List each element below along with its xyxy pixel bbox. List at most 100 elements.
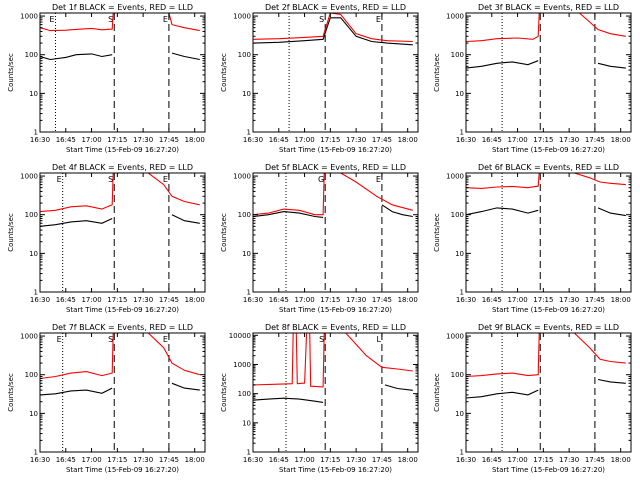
y-tick-label: 1000	[20, 13, 38, 21]
lld-series-line	[40, 333, 114, 380]
event-marker-label: L	[376, 335, 381, 344]
x-axis-label: Start Time (15-Feb-09 16:27:20)	[279, 146, 392, 154]
events-series-line	[466, 207, 539, 216]
lld-series-line	[40, 13, 114, 32]
lld-series-line	[573, 333, 626, 364]
events-series-line	[384, 384, 413, 391]
x-tick-label: 17:30	[133, 136, 153, 144]
x-tick-label: 17:15	[533, 456, 553, 464]
chart-title: Det 4f BLACK = Events, RED = LLD	[52, 163, 193, 172]
x-tick-label: 16:30	[456, 456, 476, 464]
x-tick-label: 16:45	[482, 456, 502, 464]
events-series-line	[597, 62, 626, 69]
plot-frame	[465, 332, 632, 453]
events-series-line	[171, 214, 200, 224]
y-tick-label: 1000	[446, 13, 464, 21]
x-axis-label: Start Time (15-Feb-09 16:27:20)	[66, 146, 179, 154]
events-series-line	[40, 218, 113, 227]
y-axis-label: Counts/sec	[433, 53, 441, 92]
plot-frame	[39, 332, 206, 453]
event-marker-label: G	[318, 175, 324, 184]
x-axis-label: Start Time (15-Feb-09 16:27:20)	[492, 146, 605, 154]
x-tick-label: 18:00	[185, 456, 205, 464]
x-tick-label: 17:45	[372, 296, 392, 304]
x-tick-label: 18:00	[398, 296, 418, 304]
x-tick-label: 17:30	[559, 296, 579, 304]
y-axis-label: Counts/sec	[433, 213, 441, 252]
x-tick-label: 17:15	[320, 456, 340, 464]
y-tick-label: 10	[242, 250, 251, 258]
x-tick-label: 16:45	[482, 296, 502, 304]
events-series-line	[253, 17, 413, 46]
x-tick-label: 17:45	[159, 296, 179, 304]
y-tick-label: 1000	[233, 173, 251, 181]
x-tick-label: 17:30	[346, 136, 366, 144]
y-tick-label: 10	[455, 90, 464, 98]
lld-series-line	[253, 333, 325, 388]
y-tick-label: 100	[25, 51, 38, 59]
plot-frame	[252, 172, 419, 293]
events-series-line	[171, 382, 200, 391]
chart-panel-7: Det 7f BLACK = Events, RED = LLD E S E 16:30…	[7, 323, 206, 474]
y-axis-label: Counts/sec	[7, 53, 15, 92]
x-tick-label: 17:15	[320, 136, 340, 144]
y-tick-label: 100	[25, 211, 38, 219]
plot-frame	[465, 172, 632, 293]
y-tick-label: 100	[238, 51, 251, 59]
x-tick-label: 17:30	[346, 456, 366, 464]
y-tick-label: 100	[238, 211, 251, 219]
x-axis-label: Start Time (15-Feb-09 16:27:20)	[66, 466, 179, 474]
y-tick-label: 1000	[233, 361, 251, 369]
chart-title: Det 7f BLACK = Events, RED = LLD	[52, 323, 193, 332]
chart-panel-4: Det 4f BLACK = Events, RED = LLD E S E 16:30…	[7, 163, 206, 314]
y-tick-label: 1	[460, 449, 464, 457]
lld-series-line	[168, 13, 200, 32]
x-tick-label: 17:00	[81, 296, 101, 304]
y-tick-label: 1	[34, 449, 38, 457]
event-marker-label: E	[163, 335, 168, 344]
chart-title: Det 9f BLACK = Events, RED = LLD	[478, 323, 619, 332]
x-tick-label: 16:45	[482, 136, 502, 144]
x-axis-label: Start Time (15-Feb-09 16:27:20)	[492, 306, 605, 314]
y-tick-label: 10000	[229, 332, 251, 340]
x-tick-label: 17:00	[507, 136, 527, 144]
events-series-line	[381, 204, 413, 218]
y-tick-label: 1	[460, 289, 464, 297]
x-tick-label: 16:30	[243, 296, 263, 304]
x-tick-label: 16:30	[30, 456, 50, 464]
y-tick-label: 1000	[20, 333, 38, 341]
lld-series-line	[345, 333, 413, 372]
x-tick-label: 17:15	[320, 296, 340, 304]
lld-series-line	[40, 173, 114, 213]
x-axis-label: Start Time (15-Feb-09 16:27:20)	[492, 466, 605, 474]
y-tick-label: 1	[247, 129, 251, 137]
x-tick-label: 17:00	[81, 136, 101, 144]
x-tick-label: 17:45	[159, 456, 179, 464]
x-tick-label: 16:45	[269, 136, 289, 144]
x-tick-label: 18:00	[611, 296, 631, 304]
chart-title: Det 6f BLACK = Events, RED = LLD	[478, 163, 619, 172]
x-tick-label: 17:15	[533, 296, 553, 304]
y-tick-label: 1000	[233, 13, 251, 21]
x-tick-label: 18:00	[398, 456, 418, 464]
event-marker-label: S	[319, 335, 324, 344]
lld-series-line	[574, 173, 626, 186]
y-tick-label: 10	[242, 90, 251, 98]
chart-title: Det 5f BLACK = Events, RED = LLD	[265, 163, 406, 172]
plot-frame	[465, 12, 632, 133]
x-axis-label: Start Time (15-Feb-09 16:27:20)	[66, 306, 179, 314]
lld-series-line	[466, 13, 540, 43]
events-series-line	[253, 397, 324, 403]
x-tick-label: 18:00	[185, 136, 205, 144]
event-marker-label: E	[49, 15, 54, 24]
x-tick-label: 17:00	[294, 136, 314, 144]
y-tick-label: 1	[460, 129, 464, 137]
x-tick-label: 18:00	[398, 136, 418, 144]
y-tick-label: 1	[247, 449, 251, 457]
lld-series-line	[253, 173, 325, 216]
x-tick-label: 16:45	[56, 136, 76, 144]
chart-title: Det 2f BLACK = Events, RED = LLD	[265, 3, 406, 12]
y-tick-label: 10	[455, 410, 464, 418]
